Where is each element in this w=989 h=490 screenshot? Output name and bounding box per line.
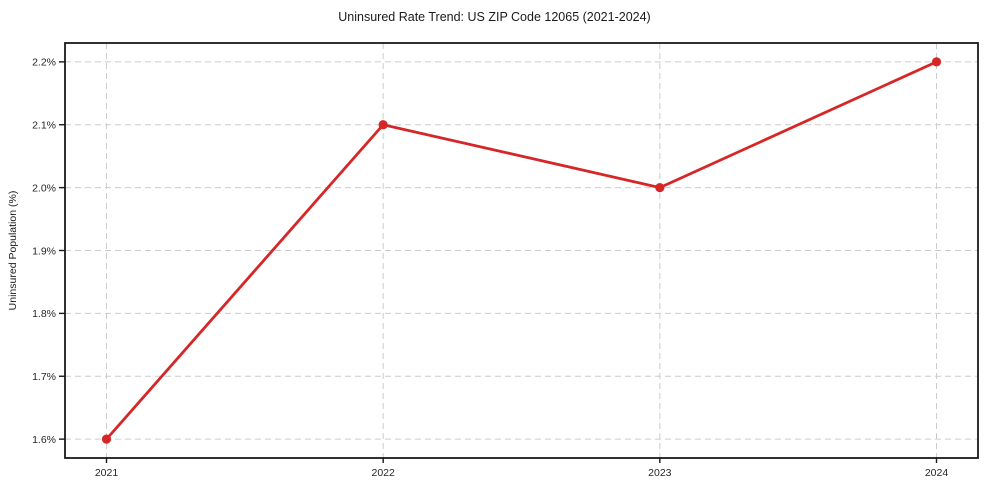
y-tick-label: 1.6%: [32, 434, 56, 446]
data-point: [101, 434, 112, 444]
x-tick-label: 2023: [648, 467, 672, 479]
y-tick-label: 2.0%: [32, 182, 56, 194]
y-axis-label: Uninsured Population (%): [7, 191, 19, 311]
axis-tick-labels: 2021 2022 2023 2024 1.6% 1.7% 1.8% 1.9% 2.0% 2.1%…: [32, 57, 948, 479]
y-tick-label: 2.1%: [32, 120, 56, 132]
gridlines: [65, 43, 978, 458]
x-tick-label: 2022: [371, 467, 395, 479]
chart-title: Uninsured Rate Trend: US ZIP Code 12065 …: [338, 10, 650, 24]
data-point: [378, 120, 388, 130]
y-tick-label: 1.7%: [32, 371, 56, 383]
y-tick-label: 2.2%: [32, 57, 56, 69]
data-point: [931, 57, 942, 67]
line-series: [101, 57, 942, 444]
y-tick-label: 1.9%: [32, 245, 56, 257]
data-point: [655, 183, 665, 193]
x-tick-label: 2021: [95, 467, 119, 479]
trend-line: [105, 60, 938, 441]
x-tick-label: 2024: [925, 467, 949, 479]
y-tick-label: 1.8%: [32, 308, 56, 320]
axis-ticks: [59, 61, 938, 463]
